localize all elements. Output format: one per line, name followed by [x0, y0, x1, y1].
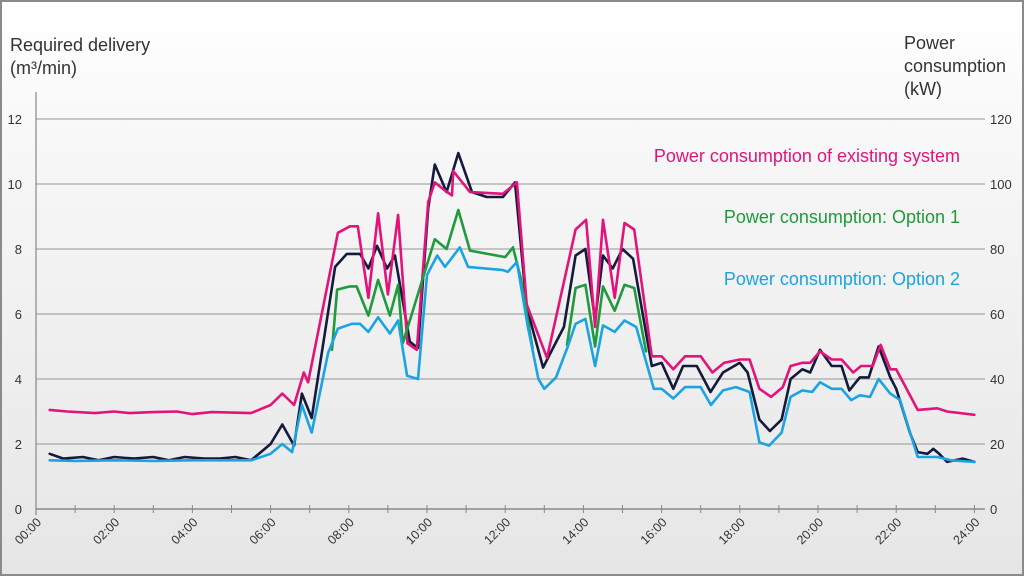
series-power-consumption-option-1-line — [565, 283, 648, 353]
y-right-tick-label: 100 — [990, 177, 1012, 192]
series-power-consumption-of-existing-system-line — [48, 169, 976, 417]
x-tick-label: 02:00 — [90, 515, 122, 547]
x-tick-label: 04:00 — [169, 515, 201, 547]
x-tick-label: 16:00 — [638, 515, 670, 547]
y-right-tick-label: 20 — [990, 437, 1004, 452]
right-axis-title-line: Power — [904, 33, 956, 53]
y-right-tick-label: 0 — [990, 502, 997, 517]
right-axis-title-line: consumption — [904, 56, 1007, 76]
legend-existing-system: Power consumption of existing system — [653, 146, 960, 166]
x-tick-label: 20:00 — [794, 515, 826, 547]
x-tick-label: 18:00 — [716, 515, 748, 547]
y-right-tick-label: 80 — [990, 242, 1004, 257]
y-right-tick-label: 60 — [990, 307, 1004, 322]
left-axis-title-line: Required delivery — [10, 35, 151, 55]
x-tick-label: 00:00 — [12, 515, 44, 547]
x-tick-label: 10:00 — [403, 515, 435, 547]
y-right-tick-label: 120 — [990, 112, 1012, 127]
series-power-consumption-option-2-line — [48, 246, 976, 464]
series-required-delivery-line — [48, 151, 976, 464]
x-tick-label: 12:00 — [481, 515, 513, 547]
x-tick-label: 24:00 — [951, 515, 983, 547]
left-axis-title: Required delivery (m³/min) — [10, 34, 150, 80]
x-tick-label: 14:00 — [560, 515, 592, 547]
x-tick-label: 22:00 — [872, 515, 904, 547]
series-power-consumption-option-1-line — [330, 208, 534, 352]
right-axis-title-line: (kW) — [904, 79, 942, 99]
y-left-tick-label: 8 — [15, 242, 22, 257]
y-left-tick-label: 2 — [15, 437, 22, 452]
right-axis-title: Power consumption (kW) — [904, 32, 1006, 101]
legend-option-1: Power consumption: Option 1 — [723, 207, 960, 227]
left-axis-title-line: (m³/min) — [10, 58, 77, 78]
legend-option-2: Power consumption: Option 2 — [723, 269, 960, 289]
y-left-tick-label: 10 — [8, 177, 22, 192]
x-tick-label: 06:00 — [247, 515, 279, 547]
x-tick-label: 08:00 — [325, 515, 357, 547]
y-left-tick-label: 12 — [8, 112, 22, 127]
y-left-tick-label: 4 — [15, 372, 22, 387]
y-left-tick-label: 0 — [15, 502, 22, 517]
y-left-tick-label: 6 — [15, 307, 22, 322]
y-right-tick-label: 40 — [990, 372, 1004, 387]
